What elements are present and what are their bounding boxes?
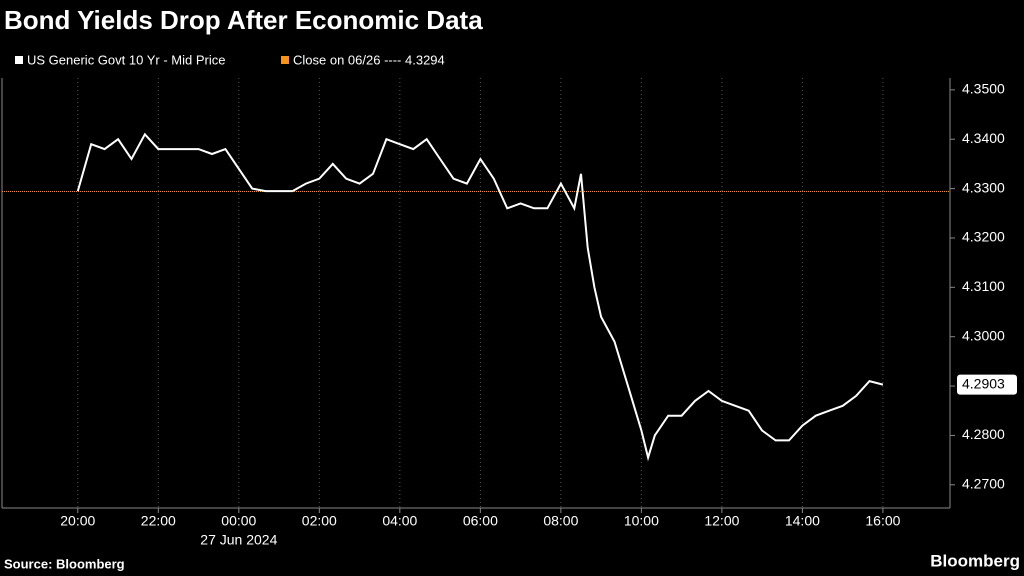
- x-tick-label: 16:00: [865, 513, 900, 529]
- last-value-label: 4.2903: [962, 375, 1005, 391]
- y-tick-label: 4.2700: [962, 475, 1005, 491]
- last-value-box: [957, 374, 1017, 395]
- x-tick-label: 02:00: [302, 513, 337, 529]
- series-line: [76, 132, 884, 462]
- x-tick-label: 10:00: [624, 513, 659, 529]
- x-tick-label: 22:00: [141, 513, 176, 529]
- legend-swatch: [281, 56, 289, 64]
- y-tick-label: 4.2800: [962, 426, 1005, 442]
- x-tick-label: 04:00: [382, 513, 417, 529]
- x-tick-label: 20:00: [60, 513, 95, 529]
- x-tick-label: 06:00: [463, 513, 498, 529]
- legend-label: Close on 06/26 ---- 4.3294: [293, 52, 445, 67]
- legend-label: US Generic Govt 10 Yr - Mid Price: [27, 52, 225, 67]
- y-tick-label: 4.3000: [962, 327, 1005, 343]
- chart-title: Bond Yields Drop After Economic Data: [4, 5, 483, 35]
- y-tick-label: 4.3300: [962, 179, 1005, 195]
- y-tick-label: 4.3400: [962, 130, 1005, 146]
- brand: Bloomberg: [930, 551, 1020, 570]
- y-tick-label: 4.3100: [962, 278, 1005, 294]
- x-tick-label: 00:00: [221, 513, 256, 529]
- y-tick-label: 4.3500: [962, 81, 1005, 97]
- x-tick-label: 12:00: [704, 513, 739, 529]
- y-tick-label: 4.3200: [962, 229, 1005, 245]
- x-sublabel: 27 Jun 2024: [200, 532, 277, 548]
- source: Source: Bloomberg: [4, 556, 125, 571]
- legend-swatch: [15, 56, 23, 64]
- x-tick-label: 14:00: [785, 513, 820, 529]
- x-tick-label: 08:00: [543, 513, 578, 529]
